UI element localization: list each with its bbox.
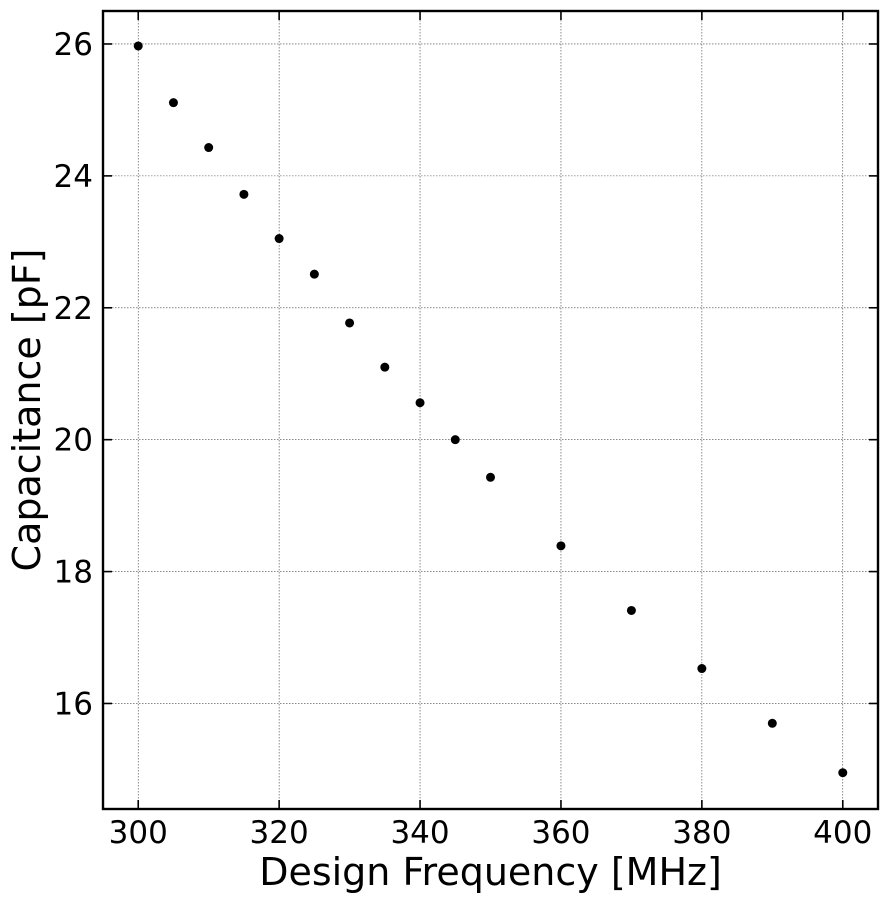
data-point [767, 718, 777, 728]
y-tick-labels: 16 18 20 22 24 26 [54, 27, 93, 723]
data-points [133, 41, 848, 778]
y-axis-label: Capacitance [pF] [5, 249, 49, 572]
x-tick-label: 300 [109, 815, 168, 851]
y-tick-label: 22 [54, 291, 93, 327]
y-tick-label: 24 [54, 159, 93, 195]
plot-frame [101, 9, 880, 811]
data-point [838, 768, 848, 778]
x-tick-label: 380 [672, 815, 731, 851]
data-point [380, 362, 390, 372]
data-point [626, 605, 636, 615]
x-tick-label: 320 [250, 815, 309, 851]
x-tick-label: 400 [813, 815, 872, 851]
data-point [204, 143, 214, 153]
y-tick-label: 26 [54, 27, 93, 63]
data-point [556, 541, 566, 551]
y-tick-label: 20 [54, 423, 93, 459]
x-tick-label: 360 [531, 815, 590, 851]
data-point [309, 269, 319, 279]
data-point [450, 435, 460, 445]
data-point [133, 41, 143, 51]
data-point [239, 189, 249, 199]
data-point [168, 98, 178, 108]
y-tick-label: 16 [54, 686, 93, 722]
data-point [697, 664, 707, 674]
data-point [274, 234, 284, 244]
data-point [415, 398, 425, 408]
data-point [486, 472, 495, 482]
x-axis-label: Design Frequency [MHz] [259, 850, 722, 894]
tick-marks [103, 11, 878, 809]
y-tick-label: 18 [54, 555, 93, 591]
grid-lines [103, 11, 878, 809]
x-tick-labels: 300 320 340 360 380 400 [109, 815, 873, 851]
data-point [345, 318, 355, 328]
x-tick-label: 340 [390, 815, 449, 851]
